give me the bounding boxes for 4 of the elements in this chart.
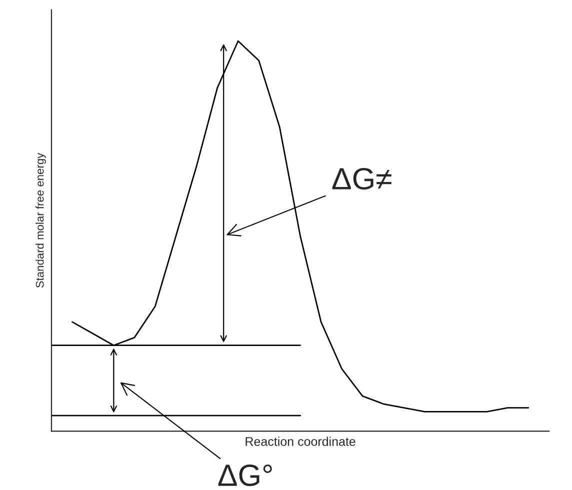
text: ΔG° xyxy=(218,464,272,486)
annotation: ΔG≠ xyxy=(332,168,392,190)
y-axis-title: Standard molar free energy xyxy=(36,152,46,288)
x-axis-title: Reaction coordinate xyxy=(246,436,356,446)
